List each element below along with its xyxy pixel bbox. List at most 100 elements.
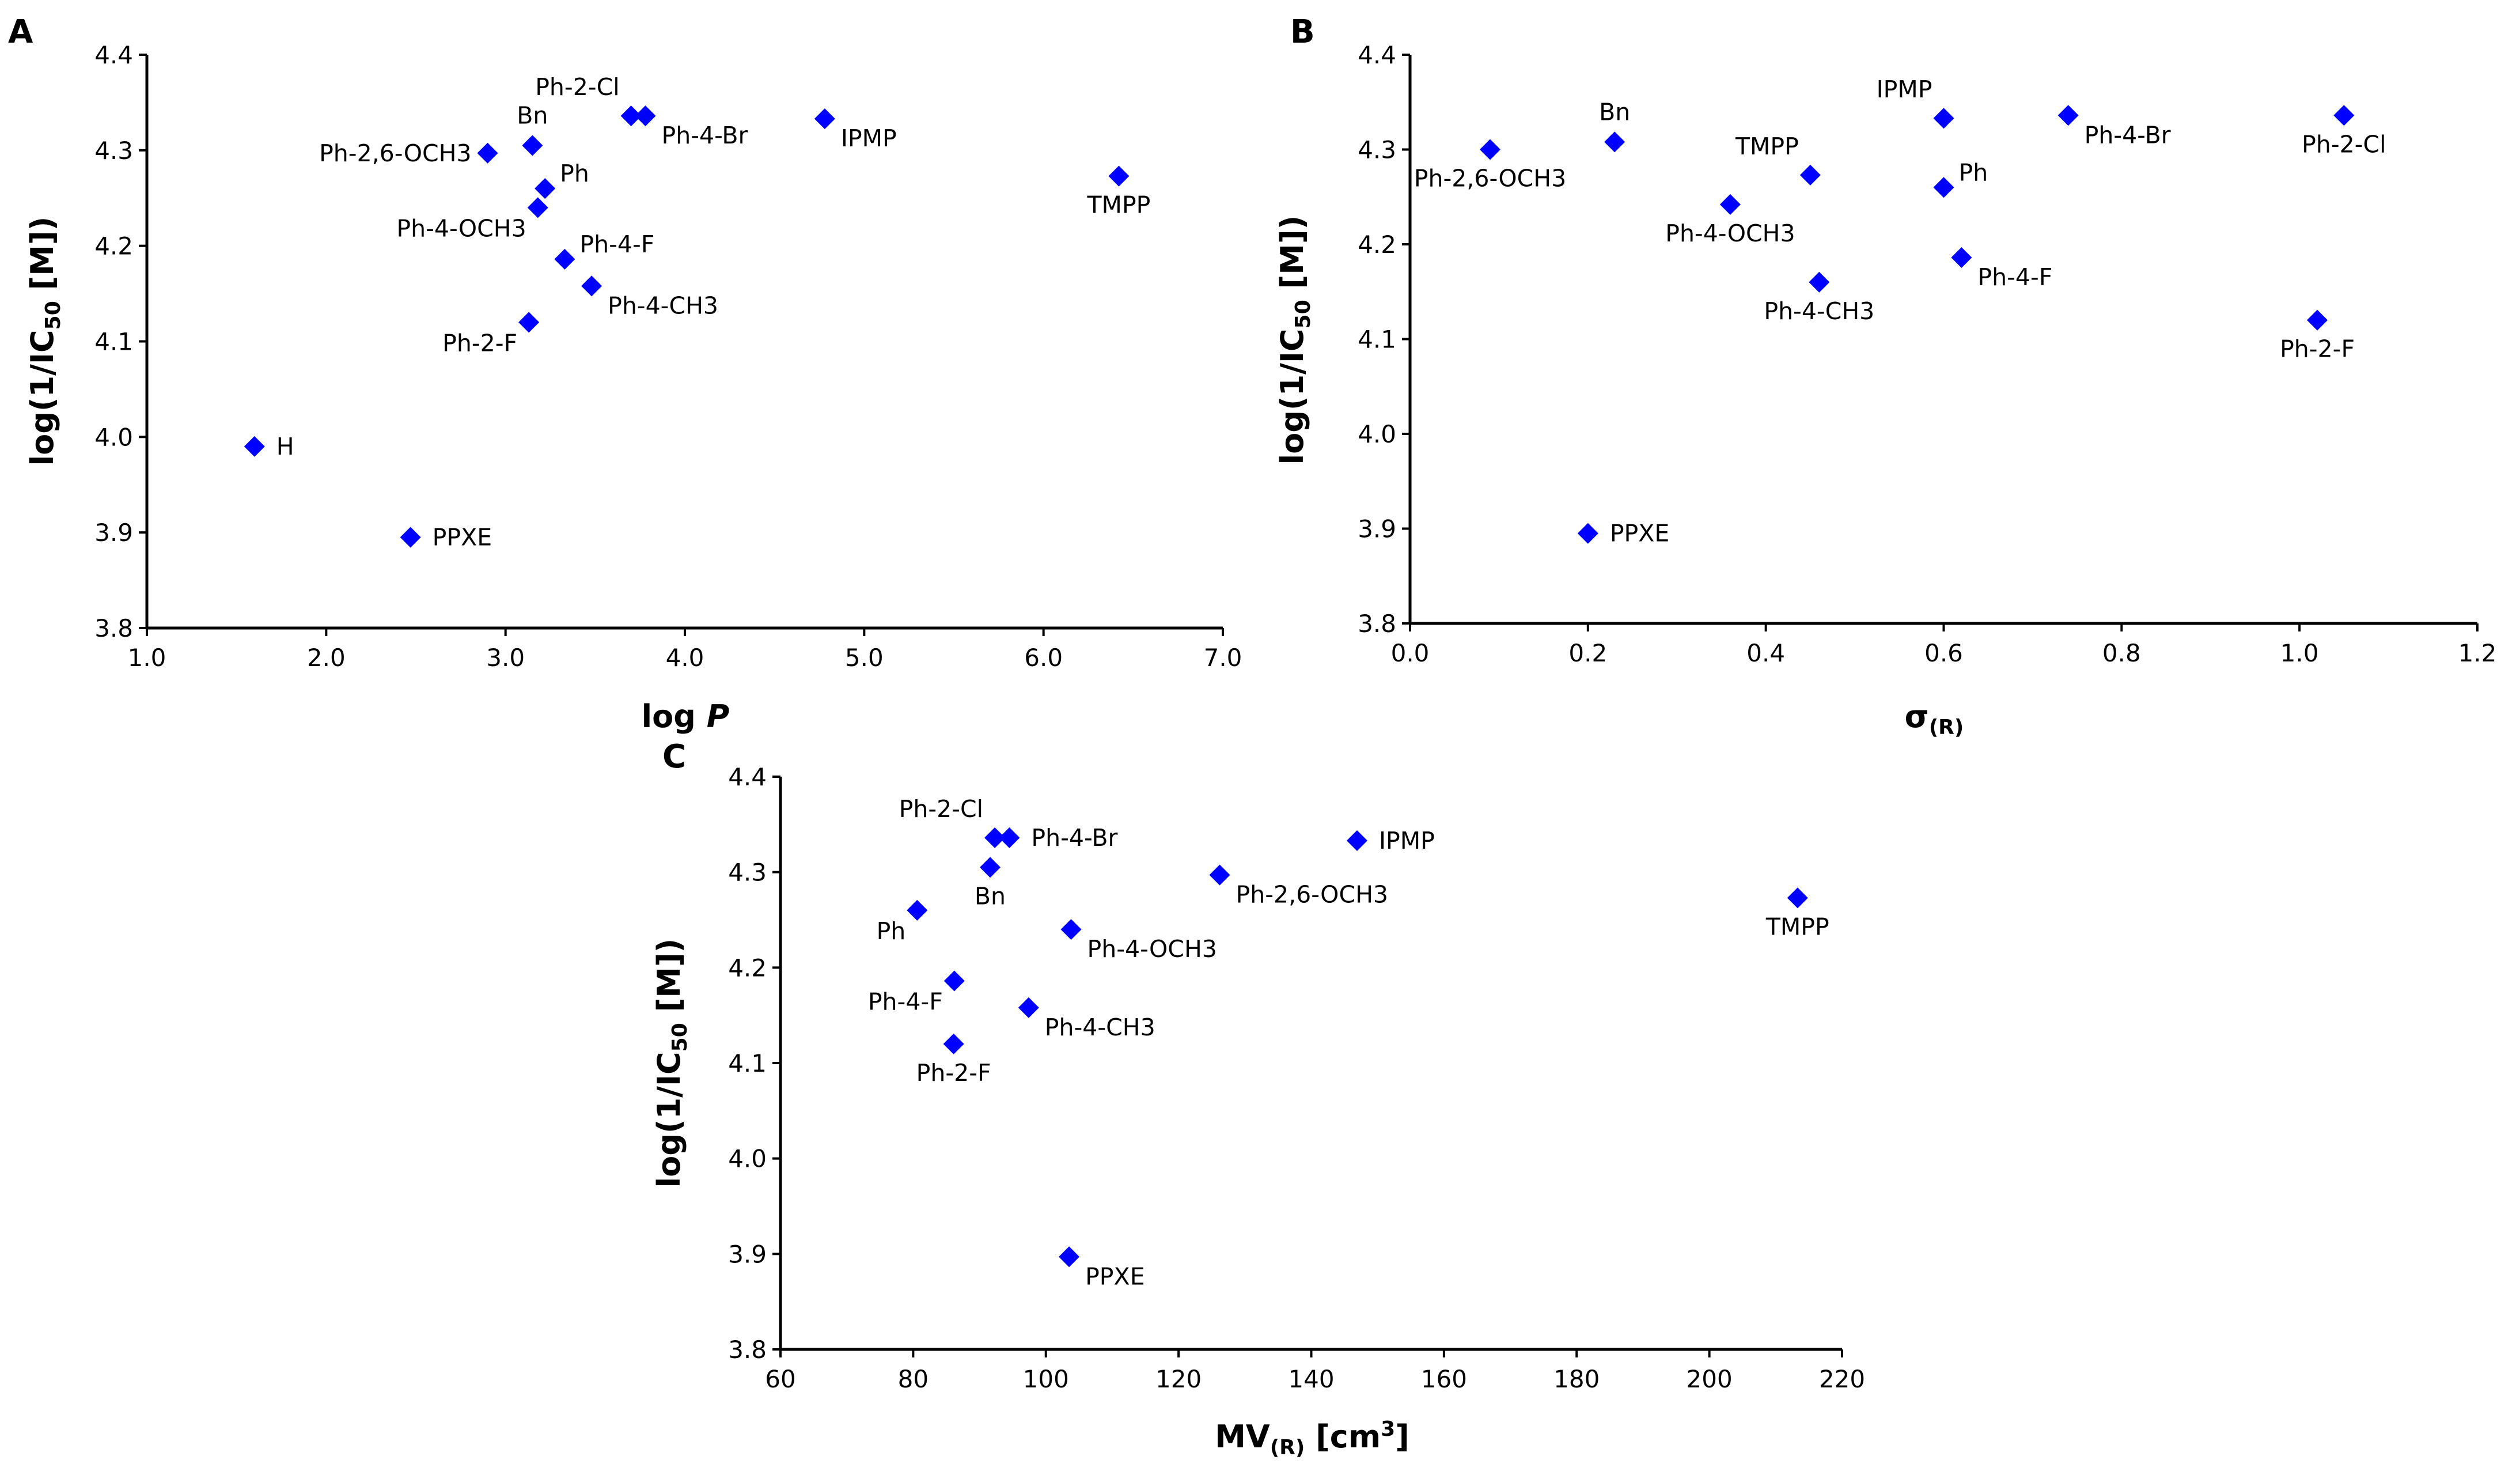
panel-b-point-label: Ph-2-Cl (2302, 130, 2386, 158)
panel-b-y-tick-label: 4.0 (1358, 420, 1396, 448)
panel-c-y-tick-label: 4.2 (728, 954, 767, 982)
panel-a-point-marker (814, 108, 835, 130)
panel-c-x-tick-label: 140 (1288, 1365, 1334, 1393)
panel-b-x-tick-label: 0.4 (1746, 639, 1785, 667)
panel-c-x-tick-label: 160 (1421, 1365, 1467, 1393)
panel-b-ticks: 3.8 3.9 4.0 4.1 4.2 4.3 4.4 0.0 0.2 0.4 0.6 0.8 1.0 1… (1358, 41, 2496, 667)
panel-b-point-label: Ph-4-F (1977, 263, 2052, 291)
panel-a-x-tick-label: 5.0 (845, 644, 884, 672)
panel-b-point-marker (1933, 177, 1954, 198)
panel-c-x-title: MV(R) [cm3] (1215, 1417, 1409, 1459)
panel-b-point-label: Ph-4-OCH3 (1665, 220, 1795, 247)
panel-a-point-marker (244, 436, 265, 457)
panel-a-point-marker (1108, 165, 1130, 187)
panel-a-point-marker (477, 142, 498, 164)
panel-a-y-tick-label: 3.8 (94, 614, 133, 642)
panel-b-x-tick-label: 0.2 (1568, 639, 1607, 667)
panel-c-point-marker (999, 827, 1020, 849)
panel-a-point-label: PPXE (433, 523, 492, 551)
panel-b-y-tick-label: 4.2 (1358, 230, 1396, 259)
panel-c-point-marker (1059, 1246, 1080, 1268)
panel-c-x-tick-label: 120 (1155, 1365, 1202, 1393)
panel-b-point-label: Bn (1599, 98, 1630, 126)
panel-b-point-label: PPXE (1610, 520, 1669, 547)
panel-c-point-marker (979, 857, 1001, 878)
panel-b-x-tick-label: 0.6 (1924, 639, 1963, 667)
panel-a-point-marker (554, 248, 575, 270)
panel-a-x-tick-label: 2.0 (307, 644, 346, 672)
panel-c-point-label: Ph-2,6-OCH3 (1236, 881, 1388, 909)
panel-b: B 3.8 3.9 4.0 4.1 4.2 4.3 4.4 0.0 0.2 0.4 0.6 0.8 1.… (1274, 13, 2496, 739)
panel-c-point-label: Ph (877, 917, 906, 945)
panel-c-point-marker (1060, 919, 1082, 940)
panel-b-point-label: IPMP (1877, 75, 1932, 103)
panel-b-point-marker (1799, 164, 1821, 186)
panel-b-point-marker (1933, 108, 1954, 129)
panel-a-x-tick-label: 7.0 (1204, 644, 1242, 672)
panel-c-y-tick-label: 4.0 (728, 1145, 767, 1173)
panel-a-point-marker (518, 312, 540, 333)
panel-b-point-marker (1604, 131, 1625, 153)
panel-b-y-tick-label: 4.4 (1358, 41, 1396, 69)
panel-a-x-tick-label: 3.0 (486, 644, 525, 672)
panel-c: C 3.8 3.9 4.0 4.1 4.2 4.3 4.4 60 80 100 120 140 160 1… (651, 738, 1865, 1459)
panel-b-point-marker (1577, 523, 1598, 544)
panel-c-point-label: Ph-4-OCH3 (1087, 935, 1217, 963)
panel-a-y-tick-label: 4.3 (94, 137, 133, 165)
panel-b-point-label: Ph-2,6-OCH3 (1414, 165, 1566, 192)
panel-a-point-marker (535, 178, 556, 199)
panel-b-y-tick-label: 4.1 (1358, 326, 1396, 354)
panel-a-point-label: TMPP (1086, 191, 1150, 219)
panel-a-point-label: Ph-2,6-OCH3 (319, 139, 471, 167)
panel-b-point-marker (2333, 105, 2355, 126)
panel-a-point-label: Ph-4-OCH3 (396, 214, 526, 242)
panel-a-point-marker (620, 105, 642, 127)
panel-c-y-tick-label: 4.1 (728, 1049, 767, 1077)
panel-c-letter: C (662, 738, 686, 776)
panel-c-point-marker (907, 899, 928, 921)
panel-b-point-label: TMPP (1735, 133, 1799, 160)
panel-a-point-label: Ph-2-F (442, 329, 517, 357)
panel-a-point-marker (400, 527, 421, 548)
panel-b-x-tick-label: 0.0 (1391, 639, 1430, 667)
panel-a-y-tick-label: 4.1 (94, 328, 133, 356)
panel-b-y-tick-label: 3.8 (1358, 610, 1396, 638)
panel-b-point-marker (2307, 309, 2328, 331)
panel-a-point-label: IPMP (841, 124, 897, 152)
panel-c-y-tick-label: 4.3 (728, 858, 767, 887)
panel-b-x-tick-label: 0.8 (2102, 639, 2141, 667)
panel-b-x-title: σ(R) (1905, 698, 1964, 739)
panel-b-x-tick-label: 1.0 (2280, 639, 2319, 667)
panel-c-point-marker (1787, 887, 1808, 909)
panel-b-point-label: Ph-4-CH3 (1764, 297, 1874, 325)
panel-a: A 3.8 3.9 4.0 4.1 4.2 4.3 4.4 1.0 2.0 3.0 4.0 5.0 6.… (8, 13, 1242, 735)
panel-a-point-marker (635, 105, 656, 127)
panel-c-x-tick-label: 220 (1819, 1365, 1865, 1393)
panel-b-point-marker (2057, 105, 2079, 126)
panel-b-letter: B (1290, 13, 1315, 51)
panel-c-point-label: Ph-2-F (916, 1059, 991, 1087)
panel-b-x-tick-label: 1.2 (2458, 639, 2497, 667)
panel-a-x-tick-label: 4.0 (666, 644, 704, 672)
panel-a-point-marker (527, 197, 548, 218)
panel-b-y-title: log(1/IC50 [M]) (1274, 215, 1315, 465)
panel-c-y-tick-label: 4.4 (728, 763, 767, 791)
panel-c-y-tick-label: 3.8 (728, 1336, 767, 1364)
panel-a-y-tick-label: 4.2 (94, 232, 133, 260)
panel-b-point-label: Ph-4-Br (2085, 121, 2171, 149)
panel-c-x-tick-label: 60 (765, 1365, 795, 1393)
panel-a-x-title: log P (642, 698, 730, 735)
panel-a-point-label: Ph-4-CH3 (608, 292, 718, 319)
panel-c-point-marker (1018, 997, 1039, 1018)
panel-b-point-label: Ph-2-F (2280, 335, 2355, 363)
panel-a-y-tick-label: 4.4 (94, 41, 133, 69)
panel-a-point-marker (581, 275, 602, 297)
panel-c-point-label: IPMP (1379, 827, 1435, 854)
panel-b-point-marker (1809, 271, 1830, 293)
panel-c-point-marker (1346, 830, 1367, 851)
panel-c-point-label: Ph-2-Cl (899, 795, 983, 823)
panel-c-point-label: PPXE (1085, 1262, 1145, 1290)
panel-a-point-label: Ph (560, 160, 589, 187)
panel-a-letter: A (8, 13, 33, 51)
